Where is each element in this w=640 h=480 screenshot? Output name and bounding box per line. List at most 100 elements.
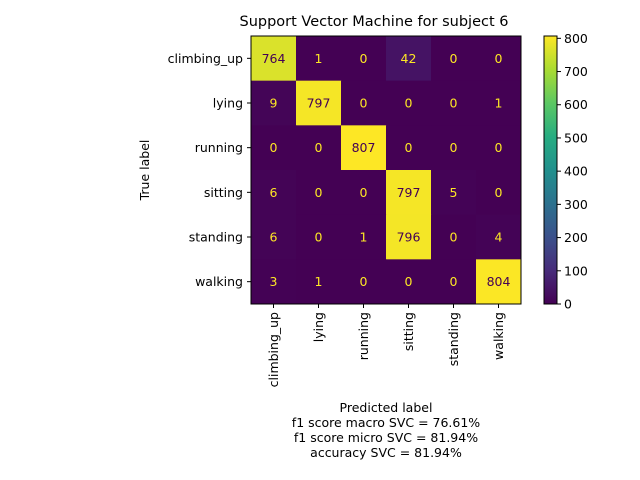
cell-value: 0 xyxy=(270,140,278,155)
cell-value: 0 xyxy=(450,51,458,66)
matrix-cell xyxy=(251,125,297,171)
cell-value: 9 xyxy=(270,96,278,111)
x-tick-label: standing xyxy=(446,312,461,366)
matrix-cell xyxy=(251,80,297,126)
chart-title: Support Vector Machine for subject 6 xyxy=(240,14,509,30)
matrix-frame xyxy=(250,35,522,305)
cell-value: 0 xyxy=(315,185,323,200)
matrix-cell xyxy=(431,80,477,126)
x-tick-label: sitting xyxy=(401,312,416,351)
matrix-cell xyxy=(341,36,387,82)
colorbar: 0 100 200 300 400 500 600 700 800 xyxy=(543,31,588,312)
cell-value: 0 xyxy=(495,140,503,155)
colorbar-tick-label: 200 xyxy=(564,230,588,245)
y-axis-label: True label xyxy=(137,140,152,202)
cell-value: 42 xyxy=(401,51,417,66)
x-tick-label: running xyxy=(356,312,371,360)
matrix-cell xyxy=(431,214,477,260)
matrix-cell xyxy=(296,214,342,260)
matrix-cell xyxy=(251,36,297,82)
cell-value: 0 xyxy=(315,140,323,155)
matrix-cell xyxy=(386,214,432,260)
metric-line: f1 score macro SVC = 76.61% xyxy=(292,415,481,430)
matrix-cell xyxy=(386,36,432,82)
cell-value: 804 xyxy=(487,274,511,289)
matrix-cell xyxy=(431,170,477,216)
cell-value: 0 xyxy=(450,96,458,111)
x-tick-labels: climbing_up lying running sitting standing wa… xyxy=(266,304,506,387)
cell-value: 0 xyxy=(450,274,458,289)
matrix-cell xyxy=(431,36,477,82)
matrix-cell xyxy=(251,170,297,216)
cell-value: 0 xyxy=(360,51,368,66)
y-tick-label: sitting xyxy=(204,185,243,200)
cell-value: 0 xyxy=(450,140,458,155)
y-tick-label: lying xyxy=(213,96,243,111)
matrix-cell xyxy=(341,80,387,126)
matrix-cell xyxy=(386,80,432,126)
matrix-cell xyxy=(431,125,477,171)
cell-value: 0 xyxy=(360,274,368,289)
matrix-cell xyxy=(386,125,432,171)
cell-value: 807 xyxy=(352,140,376,155)
y-tick-label: running xyxy=(195,140,243,155)
cell-value: 0 xyxy=(405,274,413,289)
matrix-cell xyxy=(341,259,387,305)
cell-value: 1 xyxy=(495,96,503,111)
cell-value: 0 xyxy=(405,140,413,155)
cell-value: 1 xyxy=(315,274,323,289)
matrix-cell xyxy=(431,259,477,305)
colorbar-tick-label: 0 xyxy=(564,297,572,312)
matrix-cell xyxy=(296,259,342,305)
metric-line: f1 score micro SVC = 81.94% xyxy=(294,430,478,445)
cell-value: 3 xyxy=(270,274,278,289)
cell-value: 797 xyxy=(397,185,421,200)
matrix-cell xyxy=(341,214,387,260)
matrix-cells: 764 1 0 42 0 0 9 797 0 0 0 1 0 0 807 0 0 0 6 0 0 797 5 0 6 0 1 796 0… xyxy=(251,36,522,305)
colorbar-tick-label: 800 xyxy=(564,31,588,46)
x-tick-label: lying xyxy=(311,312,326,342)
cell-value: 0 xyxy=(360,185,368,200)
matrix-cell xyxy=(341,170,387,216)
x-axis-label: Predicted label xyxy=(340,400,433,415)
cell-value: 0 xyxy=(495,51,503,66)
cell-value: 796 xyxy=(397,230,421,245)
cell-value: 0 xyxy=(360,96,368,111)
matrix-cell xyxy=(476,259,522,305)
matrix-cell xyxy=(476,125,522,171)
cell-value: 0 xyxy=(495,185,503,200)
matrix-cell xyxy=(296,170,342,216)
colorbar-tick-label: 300 xyxy=(564,197,588,212)
matrix-cell xyxy=(296,36,342,82)
y-tick-label: standing xyxy=(189,230,243,245)
matrix-cell xyxy=(296,80,342,126)
cell-value: 4 xyxy=(495,230,503,245)
x-tick-label: climbing_up xyxy=(266,312,281,387)
colorbar-tick-label: 500 xyxy=(564,130,588,145)
cell-value: 1 xyxy=(315,51,323,66)
y-tick-label: walking xyxy=(195,274,243,289)
x-tick-label: walking xyxy=(491,312,506,360)
matrix-cell xyxy=(386,170,432,216)
cell-value: 797 xyxy=(307,96,331,111)
matrix-cell xyxy=(386,259,432,305)
colorbar-tick-label: 600 xyxy=(564,97,588,112)
matrix-cell xyxy=(476,214,522,260)
metric-line: accuracy SVC = 81.94% xyxy=(310,445,462,460)
cell-value: 5 xyxy=(450,185,458,200)
y-tick-label: climbing_up xyxy=(168,51,243,66)
colorbar-tick-label: 400 xyxy=(564,164,588,179)
colorbar-tick-label: 700 xyxy=(564,64,588,79)
matrix-cell xyxy=(476,80,522,126)
matrix-cell xyxy=(341,125,387,171)
cell-value: 6 xyxy=(270,185,278,200)
cell-value: 1 xyxy=(360,230,368,245)
cell-value: 6 xyxy=(270,230,278,245)
cell-value: 764 xyxy=(262,51,286,66)
colorbar-tick-label: 100 xyxy=(564,263,588,278)
cell-value: 0 xyxy=(450,230,458,245)
matrix-cell xyxy=(251,214,297,260)
